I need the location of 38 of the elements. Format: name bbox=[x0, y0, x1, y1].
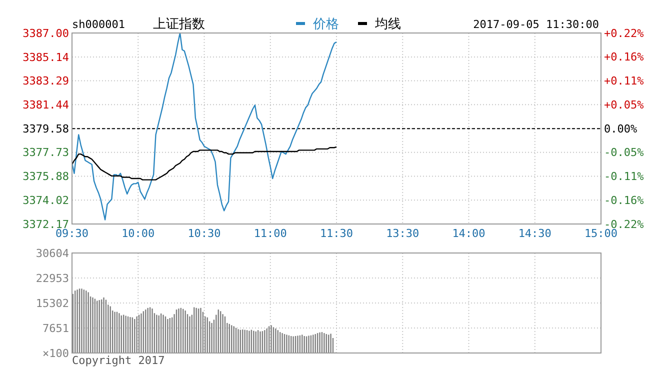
x-tick-label: 15:00 bbox=[584, 227, 618, 240]
x-tick-label: 11:00 bbox=[254, 227, 287, 240]
y-tick-label: 15302 bbox=[36, 296, 69, 310]
y2-tick-label: +0.22% bbox=[604, 26, 644, 40]
y-tick-label: 3379.58 bbox=[22, 122, 69, 136]
y-tick-label: 3387.00 bbox=[22, 26, 69, 40]
y-tick-label: 7651 bbox=[42, 322, 69, 335]
x-tick-label: 11:30 bbox=[320, 227, 354, 240]
y2-tick-label: -0.16% bbox=[604, 194, 644, 207]
legend-label: 均线 bbox=[374, 17, 401, 32]
legend-label: 价格 bbox=[312, 17, 339, 32]
y2-tick-label: +0.05% bbox=[604, 98, 644, 112]
y-tick-label: 3383.29 bbox=[22, 74, 69, 88]
x-tick-label: 10:30 bbox=[188, 227, 221, 240]
chart-title: 上证指数 bbox=[153, 17, 205, 32]
y2-tick-label: -0.05% bbox=[604, 146, 644, 160]
text: Copyright 2017 bbox=[72, 354, 165, 367]
x-tick-label: 14:30 bbox=[518, 227, 552, 240]
x-tick-label: 14:00 bbox=[452, 227, 486, 240]
y2-tick-label: 0.00% bbox=[604, 122, 638, 136]
y-tick-label: 22953 bbox=[36, 272, 69, 285]
y-tick-label: 3374.02 bbox=[22, 194, 69, 208]
y-tick-label: 30604 bbox=[36, 246, 70, 260]
y-tick-label: 3385.14 bbox=[22, 50, 70, 64]
y-axis-title: ×100 bbox=[42, 346, 69, 360]
text: 2017-09-05 11:30:00 bbox=[473, 18, 599, 31]
y-tick-label: 3375.88 bbox=[22, 170, 69, 184]
y-tick-label: 3381.44 bbox=[22, 98, 70, 112]
x-tick-label: 09:30 bbox=[55, 227, 89, 240]
y2-tick-label: -0.11% bbox=[604, 170, 644, 184]
line-series bbox=[71, 32, 338, 220]
chart-subtitle: sh000001 bbox=[72, 18, 125, 31]
y2-tick-label: +0.16% bbox=[604, 50, 644, 64]
y-tick-label: 3377.73 bbox=[22, 146, 69, 160]
x-tick-label: 10:00 bbox=[122, 227, 155, 240]
x-tick-label: 13:30 bbox=[386, 227, 420, 240]
line-series bbox=[71, 146, 338, 180]
y2-tick-label: +0.11% bbox=[604, 74, 644, 88]
